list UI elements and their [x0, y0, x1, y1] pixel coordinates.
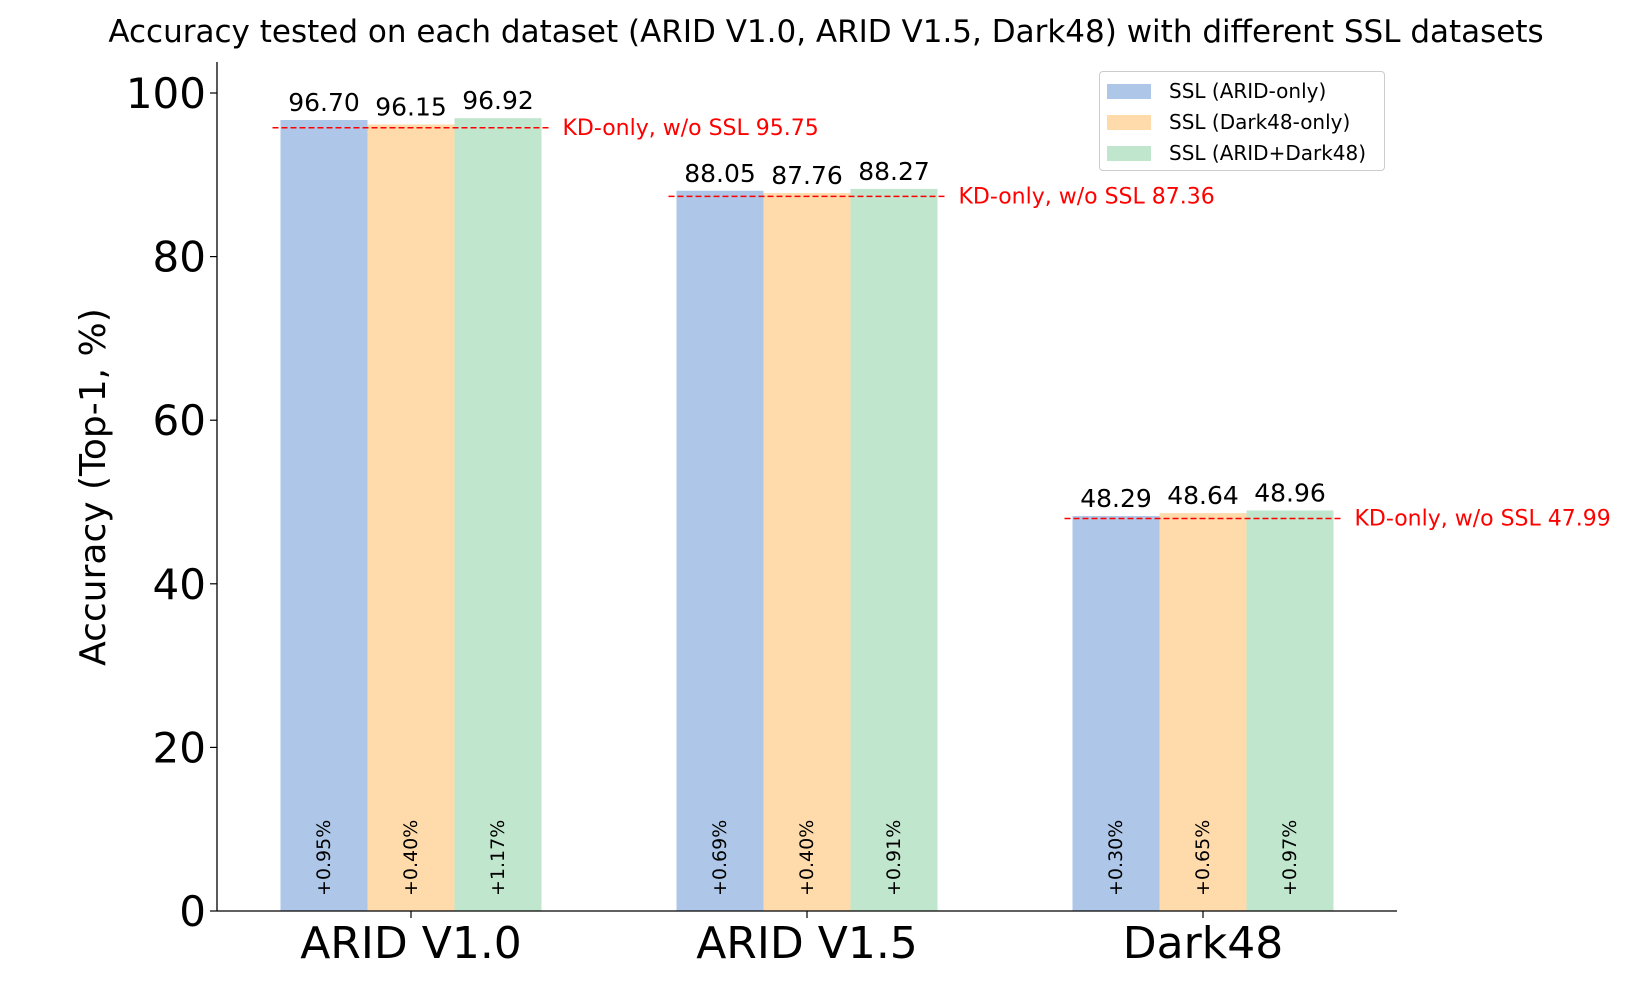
- legend-label-arid-only: SSL (ARID-only): [1169, 79, 1327, 103]
- bar-arid-v1-5-series-1: [763, 193, 851, 912]
- value-label-dark48-series-0: 48.29: [1080, 484, 1152, 513]
- bar-arid-v1-0-series-0: [280, 119, 368, 911]
- value-label-dark48-series-2: 48.96: [1254, 479, 1326, 508]
- x-tick-label-arid-v1-0: ARID V1.0: [300, 918, 522, 969]
- value-label-arid-v1-5-series-0: 88.05: [684, 159, 756, 188]
- y-axis-label: Accuracy (Top-1, %): [73, 308, 114, 666]
- gain-label-dark48-series-2: +0.97%: [1279, 820, 1301, 896]
- y-tick-label-60: 60: [153, 396, 206, 445]
- gain-label-arid-v1-5-series-2: +0.91%: [883, 820, 905, 896]
- gain-label-dark48-series-0: +0.30%: [1105, 820, 1127, 896]
- y-tick-label-40: 40: [153, 560, 206, 609]
- gain-label-dark48-series-1: +0.65%: [1192, 820, 1214, 896]
- gain-label-arid-v1-0-series-0: +0.95%: [313, 820, 335, 896]
- legend-item-dark48-only: SSL (Dark48-only): [1107, 107, 1350, 137]
- baseline-label-dark48: KD-only, w/o SSL 47.99: [1355, 506, 1611, 531]
- x-tick-label-arid-v1-5: ARID V1.5: [696, 918, 918, 969]
- legend-label-dark48-only: SSL (Dark48-only): [1169, 110, 1351, 134]
- gain-label-arid-v1-5-series-0: +0.69%: [709, 820, 731, 896]
- value-label-arid-v1-0-series-1: 96.15: [375, 92, 447, 121]
- bar-arid-v1-0-series-1: [367, 124, 455, 912]
- x-tick-label-dark48: Dark48: [1123, 918, 1283, 969]
- legend: SSL (ARID-only) SSL (Dark48-only) SSL (A…: [1099, 71, 1385, 171]
- bar-dark48-series-1: [1159, 513, 1247, 911]
- bar-dark48-series-2: [1246, 510, 1334, 911]
- bar-dark48-series-0: [1072, 515, 1160, 911]
- legend-swatch-arid-dark48: [1107, 145, 1151, 161]
- legend-item-arid-only: SSL (ARID-only): [1107, 76, 1326, 106]
- bar-arid-v1-5-series-0: [676, 190, 764, 912]
- y-tick-label-100: 100: [126, 69, 206, 118]
- gain-label-arid-v1-0-series-2: +1.17%: [487, 820, 509, 896]
- gain-label-arid-v1-0-series-1: +0.40%: [400, 820, 422, 896]
- y-tick-label-0: 0: [179, 887, 206, 936]
- legend-label-arid-dark48: SSL (ARID+Dark48): [1169, 141, 1367, 165]
- y-tick-label-20: 20: [153, 723, 206, 772]
- baseline-label-arid-v1-0: KD-only, w/o SSL 95.75: [563, 116, 819, 141]
- baseline-label-arid-v1-5: KD-only, w/o SSL 87.36: [959, 184, 1215, 209]
- value-label-arid-v1-0-series-2: 96.92: [462, 86, 534, 115]
- bar-arid-v1-5-series-2: [850, 188, 938, 911]
- legend-swatch-dark48-only: [1107, 114, 1151, 130]
- y-tick-label-80: 80: [153, 233, 206, 282]
- chart-title: Accuracy tested on each dataset (ARID V1…: [108, 14, 1544, 50]
- bar-arid-v1-0-series-2: [454, 118, 542, 911]
- value-label-arid-v1-5-series-2: 88.27: [858, 157, 930, 186]
- value-label-dark48-series-1: 48.64: [1167, 481, 1239, 510]
- value-label-arid-v1-0-series-0: 96.70: [288, 88, 360, 117]
- value-label-arid-v1-5-series-1: 87.76: [771, 161, 843, 190]
- legend-item-arid-dark48: SSL (ARID+Dark48): [1107, 138, 1366, 168]
- gain-label-arid-v1-5-series-1: +0.40%: [796, 820, 818, 896]
- legend-swatch-arid-only: [1107, 83, 1151, 99]
